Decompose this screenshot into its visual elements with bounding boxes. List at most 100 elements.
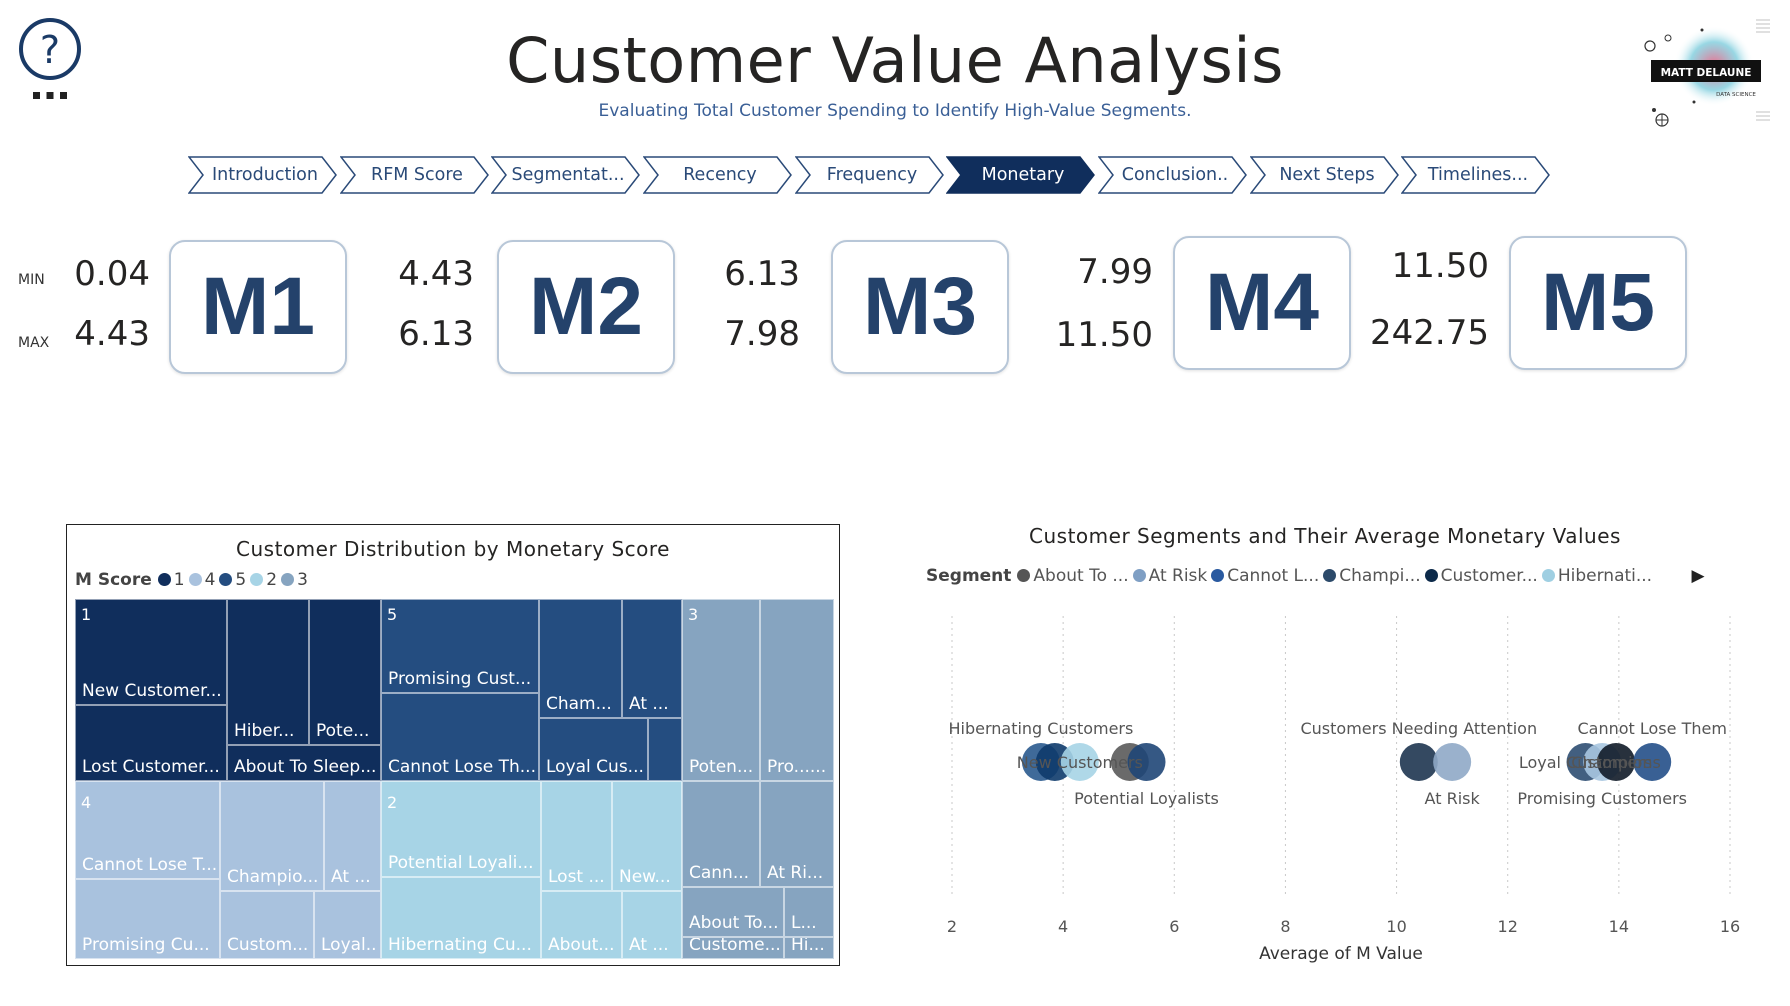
treemap-cell[interactable]: Potential Loyali... xyxy=(381,781,541,877)
treemap-cell-label: Potential Loyali... xyxy=(388,853,534,873)
scatter-point[interactable] xyxy=(1633,743,1672,781)
legend-dot-icon xyxy=(188,573,202,586)
treemap-group-label: 5 xyxy=(387,605,398,624)
treemap-group-label: 3 xyxy=(688,605,699,624)
x-tick-label: 12 xyxy=(1498,917,1518,936)
scatter-legend-item[interactable]: Customer... xyxy=(1424,566,1538,586)
kpi-max-value: 7.98 xyxy=(724,314,800,354)
nav-button-7[interactable]: Conclusion.. xyxy=(1098,156,1248,194)
scatter-point[interactable] xyxy=(1127,743,1166,781)
treemap-legend-item[interactable]: 5 xyxy=(219,570,246,590)
treemap-cell[interactable]: Poten... xyxy=(682,599,760,781)
point-label: At Risk xyxy=(1425,789,1481,808)
treemap-cell[interactable]: Cannot Lose Th... xyxy=(381,693,539,781)
treemap-cell[interactable]: Loyal Cus... xyxy=(539,718,648,781)
treemap-legend-item[interactable]: 3 xyxy=(281,570,308,590)
kpi-min-value: 11.50 xyxy=(1391,246,1489,286)
scatter-legend-item[interactable]: Cannot L... xyxy=(1211,566,1319,586)
treemap-cell[interactable]: New Customer... xyxy=(75,599,227,705)
legend-next-arrow-icon[interactable]: ▶ xyxy=(1691,566,1705,586)
treemap-cell[interactable]: Hi... xyxy=(784,937,834,959)
treemap-cell[interactable]: Hiber... xyxy=(227,599,309,745)
x-tick-label: 14 xyxy=(1609,917,1629,936)
nav-button-5[interactable]: Frequency xyxy=(795,156,945,194)
logo-subtext: DATA SCIENCE xyxy=(1716,92,1756,98)
treemap-cell[interactable]: At ... xyxy=(622,891,682,959)
treemap-cell[interactable]: Custom... xyxy=(220,891,314,959)
treemap-cell[interactable]: Lost Customer... xyxy=(75,705,227,781)
treemap-cell[interactable]: Cannot Lose T... xyxy=(75,781,220,879)
treemap-cell[interactable]: Pro...... xyxy=(760,599,834,781)
nav-button-4[interactable]: Recency xyxy=(643,156,793,194)
legend-dot-icon xyxy=(157,573,171,586)
nav-button-8[interactable]: Next Steps xyxy=(1250,156,1400,194)
treemap-cell-label: About To Sleep... xyxy=(234,757,377,777)
scatter-legend-item[interactable]: At Risk xyxy=(1132,566,1207,586)
treemap-cell-label: Cannot Lose T... xyxy=(82,855,217,875)
scatter-legend-item[interactable]: Champi... xyxy=(1323,566,1421,586)
treemap-legend-item[interactable]: 2 xyxy=(250,570,277,590)
legend-label: Cannot L... xyxy=(1227,566,1320,586)
scatter-legend-item[interactable]: Hibernati... xyxy=(1541,566,1652,586)
page-subtitle: Evaluating Total Customer Spending to Id… xyxy=(598,101,1192,121)
treemap-cell[interactable]: At Ri... xyxy=(760,781,834,887)
scatter-chart[interactable]: 2 4 6 8 10 12 14 16 Average of M Value Hibernatin… xyxy=(900,596,1750,976)
treemap-cell[interactable]: Pote... xyxy=(309,599,381,745)
treemap-cell[interactable]: About... xyxy=(541,891,622,959)
treemap[interactable]: New Customer... Lost Customer... Hiber... P… xyxy=(75,599,834,959)
treemap-cell[interactable]: Custome... xyxy=(682,937,784,959)
point-label: Potential Loyalists xyxy=(1074,789,1219,808)
treemap-cell[interactable]: Promising Cust... xyxy=(381,599,539,693)
treemap-cell[interactable]: At ... xyxy=(622,599,682,718)
legend-dot-icon xyxy=(1541,569,1555,582)
legend-dot-icon xyxy=(281,573,295,586)
treemap-cell[interactable] xyxy=(648,718,682,781)
point-label: Cannot Lose Them xyxy=(1577,719,1726,738)
treemap-legend-item[interactable]: 4 xyxy=(188,570,216,590)
treemap-cell[interactable]: Champio... xyxy=(220,781,324,891)
treemap-cell[interactable]: Cann... xyxy=(682,781,760,887)
treemap-cell[interactable]: L... xyxy=(784,887,834,937)
treemap-group-label: 2 xyxy=(387,793,398,812)
legend-label: 2 xyxy=(266,570,278,590)
nav-button-3[interactable]: Segmentat... xyxy=(491,156,641,194)
treemap-cell[interactable]: About To... xyxy=(682,887,784,937)
treemap-legend-item[interactable]: 1 xyxy=(157,570,185,590)
m-score-card[interactable]: M1 xyxy=(169,240,347,374)
x-tick-label: 16 xyxy=(1720,917,1740,936)
scatter-point[interactable] xyxy=(1399,743,1438,781)
m-score-card[interactable]: M3 xyxy=(831,240,1009,374)
treemap-cell-label: About... xyxy=(548,935,615,955)
legend-dot-icon xyxy=(1211,569,1225,582)
nav-button-label: RFM Score xyxy=(371,165,463,185)
treemap-cell-label: At ... xyxy=(629,694,669,714)
m-score-card[interactable]: M2 xyxy=(497,240,675,374)
treemap-cell[interactable]: Promising Cu... xyxy=(75,879,220,959)
treemap-cell-label: Promising Cust... xyxy=(388,669,532,689)
m-score-card[interactable]: M5 xyxy=(1509,236,1687,370)
nav-button-2[interactable]: RFM Score xyxy=(340,156,490,194)
m-score-card[interactable]: M4 xyxy=(1173,236,1351,370)
scatter-point[interactable] xyxy=(1060,743,1099,781)
kpi-min-label: MIN xyxy=(18,272,45,288)
treemap-cell[interactable]: About To Sleep... xyxy=(227,745,381,781)
nav-button-1[interactable]: Introduction xyxy=(188,156,338,194)
treemap-cell-label: Custome... xyxy=(689,937,781,955)
treemap-cell[interactable]: Lost ... xyxy=(541,781,612,891)
legend-label: 4 xyxy=(204,570,216,590)
treemap-cell[interactable]: At ... xyxy=(324,781,381,891)
kpi-min-value: 7.99 xyxy=(1077,252,1153,292)
treemap-cell-label: Champio... xyxy=(227,867,319,887)
nav-button-label: Segmentat... xyxy=(511,165,625,185)
legend-dot-icon xyxy=(1017,569,1031,582)
scatter-point[interactable] xyxy=(1433,743,1472,781)
scatter-legend-item[interactable]: About To ... xyxy=(1017,566,1129,586)
treemap-cell[interactable]: New... xyxy=(612,781,682,891)
treemap-cell[interactable]: Loyal... xyxy=(314,891,381,959)
treemap-cell[interactable]: Cham... xyxy=(539,599,622,718)
nav-button-6[interactable]: Monetary xyxy=(946,156,1096,194)
treemap-cell[interactable]: Hibernating Cu... xyxy=(381,877,541,959)
nav-button-9[interactable]: Timelines... xyxy=(1401,156,1551,194)
scatter-point[interactable] xyxy=(1597,743,1636,781)
help-icon[interactable]: ? xyxy=(18,16,82,102)
